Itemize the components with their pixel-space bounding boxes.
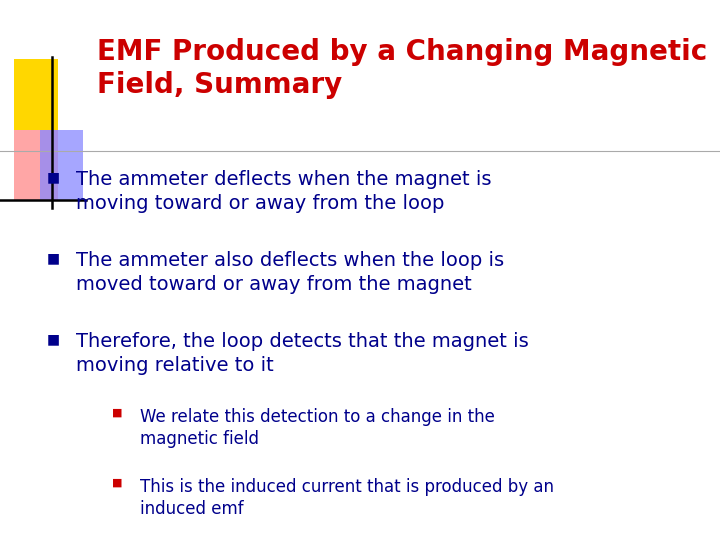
Text: We relate this detection to a change in the
magnetic field: We relate this detection to a change in … bbox=[140, 408, 495, 448]
Text: ■: ■ bbox=[47, 332, 60, 346]
Text: The ammeter also deflects when the loop is
moved toward or away from the magnet: The ammeter also deflects when the loop … bbox=[76, 251, 504, 294]
Text: ■: ■ bbox=[47, 251, 60, 265]
Text: ■: ■ bbox=[47, 170, 60, 184]
Text: EMF Produced by a Changing Magnetic
Field, Summary: EMF Produced by a Changing Magnetic Fiel… bbox=[97, 38, 708, 99]
Bar bbox=[40, 130, 83, 200]
Text: ■: ■ bbox=[112, 478, 122, 488]
Bar bbox=[14, 59, 58, 130]
Text: This is the induced current that is produced by an
induced emf: This is the induced current that is prod… bbox=[140, 478, 554, 518]
Text: The ammeter deflects when the magnet is
moving toward or away from the loop: The ammeter deflects when the magnet is … bbox=[76, 170, 491, 213]
Bar bbox=[14, 130, 58, 200]
Text: ■: ■ bbox=[112, 408, 122, 418]
Text: Therefore, the loop detects that the magnet is
moving relative to it: Therefore, the loop detects that the mag… bbox=[76, 332, 528, 375]
